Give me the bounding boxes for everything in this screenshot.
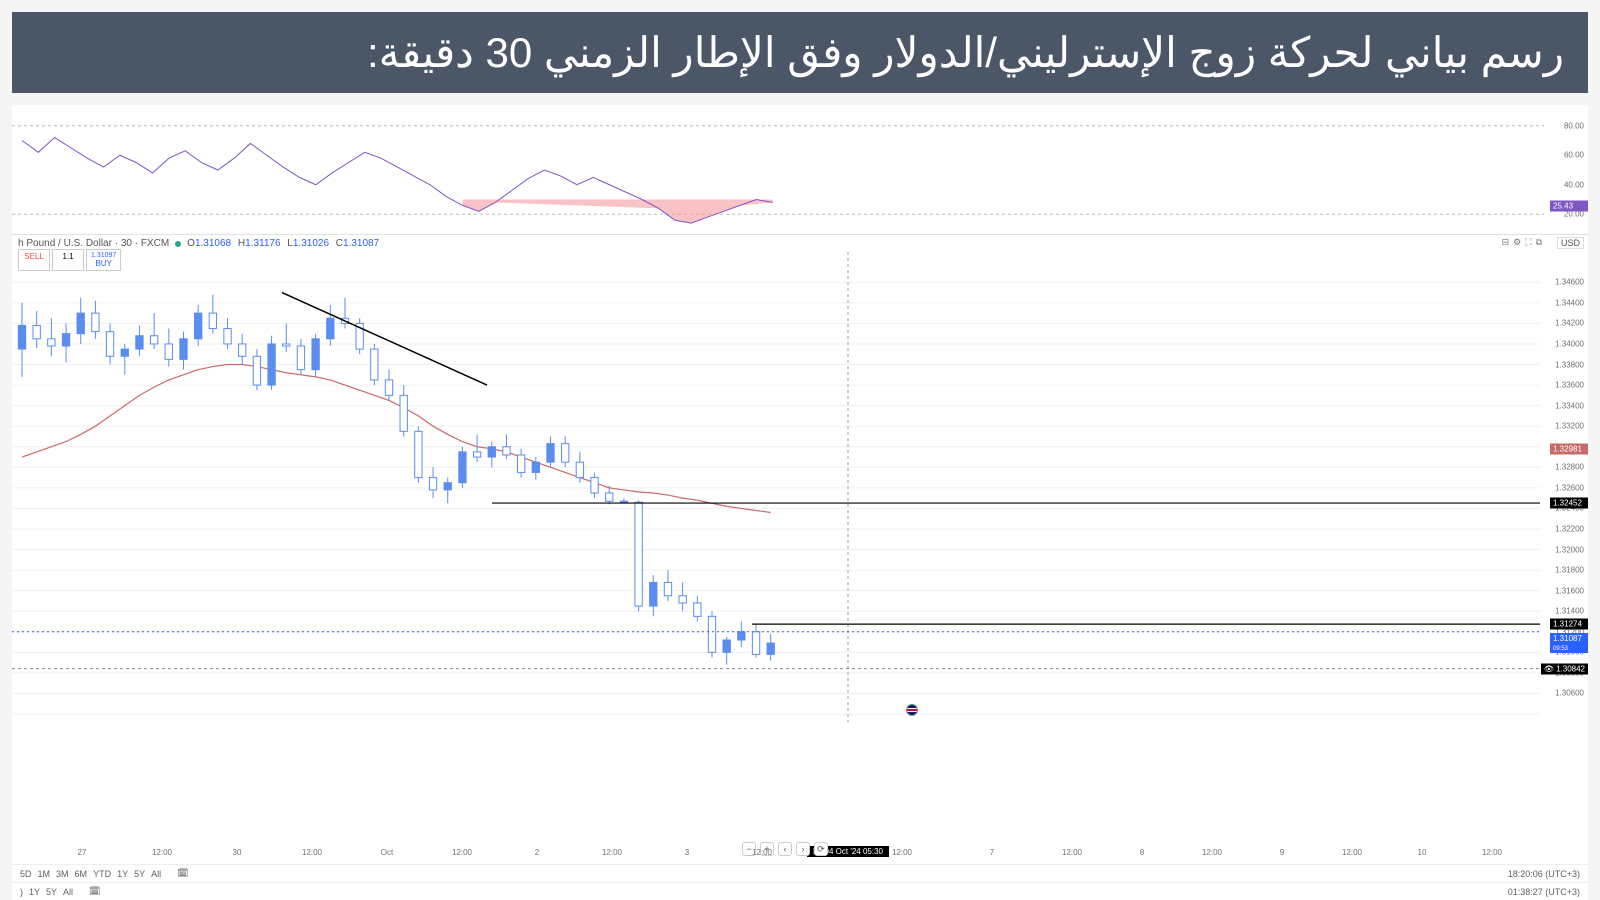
camera-icon[interactable]: ⧉ xyxy=(1536,237,1542,248)
rsi-current-tag: 25.43 xyxy=(1550,201,1588,212)
x-tick: 12:00 xyxy=(602,848,622,857)
x-tick: Oct xyxy=(381,848,393,857)
price-tag: 1.32452 xyxy=(1550,498,1588,509)
live-dot-icon xyxy=(175,241,181,247)
rsi-y-axis: 20.0040.0060.0080.0025.43 xyxy=(1544,105,1588,234)
currency-selector[interactable]: USD xyxy=(1557,237,1584,249)
timeframe-1M[interactable]: 1M xyxy=(38,869,51,879)
timeframe-YTD[interactable]: YTD xyxy=(93,869,111,879)
time-x-axis: Fri 04 Oct '24 05:30 −+‹›⟳ 2712:003012:0… xyxy=(12,848,1588,864)
x-tick: 12:00 xyxy=(752,848,772,857)
rsi-panel: 20.0040.0060.0080.0025.43 xyxy=(12,105,1588,235)
timeframe-All[interactable]: All xyxy=(63,887,73,897)
timeframe-)[interactable]: ) xyxy=(20,887,23,897)
timeframe-bar-2: ) 1Y 5Y All 🗓 01:38:27 (UTC+3) xyxy=(12,882,1588,900)
x-tick: 10 xyxy=(1418,848,1427,857)
rsi-chart xyxy=(12,105,1544,235)
timeframe-bar-1: 5D 1M 3M 6M YTD 1Y 5Y All 🗓 18:20:06 (UTC+3) xyxy=(12,864,1588,882)
clock-1: 18:20:06 (UTC+3) xyxy=(1508,869,1580,879)
timeframe-6M[interactable]: 6M xyxy=(75,869,88,879)
x-tick: 30 xyxy=(233,848,242,857)
price-tag: 1.31274 xyxy=(1550,619,1588,630)
price-chart-panel[interactable]: h Pound / U.S. Dollar · 30 · FXCM O1.310… xyxy=(12,235,1588,864)
chart-top-controls: ⊟ ⚙ ⛶ ⧉ xyxy=(1502,237,1542,248)
news-flag-icon[interactable] xyxy=(906,704,918,716)
x-tick: 12:00 xyxy=(152,848,172,857)
timeframe-5Y[interactable]: 5Y xyxy=(46,887,57,897)
x-tick: 12:00 xyxy=(1342,848,1362,857)
zoom-btn[interactable]: ⟳ xyxy=(814,842,828,856)
layout-icon[interactable]: ⊟ xyxy=(1502,237,1510,248)
timeframe-1Y[interactable]: 1Y xyxy=(29,887,40,897)
fullscreen-icon[interactable]: ⛶ xyxy=(1525,237,1531,248)
price-tag: 1.32981 xyxy=(1550,443,1588,454)
x-tick: 8 xyxy=(1140,848,1144,857)
price-tag: 1.3108709:53 xyxy=(1550,633,1588,653)
x-tick: 12:00 xyxy=(452,848,472,857)
timeframe-1Y[interactable]: 1Y xyxy=(117,869,128,879)
x-tick: 12:00 xyxy=(302,848,322,857)
x-tick: 7 xyxy=(990,848,994,857)
ohlc-readout: O1.31068 H1.31176 L1.31026 C1.31087 xyxy=(187,238,383,249)
timeframe-5D[interactable]: 5D xyxy=(20,869,32,879)
clock-2: 01:38:27 (UTC+3) xyxy=(1508,887,1580,897)
page-title: رسم بياني لحركة زوج الإسترليني/الدولار و… xyxy=(12,12,1588,93)
x-tick: 12:00 xyxy=(892,848,912,857)
candlestick-chart[interactable] xyxy=(12,252,1588,722)
x-tick: 2 xyxy=(535,848,539,857)
chart-header: h Pound / U.S. Dollar · 30 · FXCM O1.310… xyxy=(12,235,1588,252)
timeframe-All[interactable]: All xyxy=(151,869,161,879)
x-tick: 12:00 xyxy=(1482,848,1502,857)
timeframe-3M[interactable]: 3M xyxy=(56,869,69,879)
symbol-label: h Pound / U.S. Dollar · 30 · FXCM xyxy=(18,238,169,249)
zoom-btn[interactable]: ‹ xyxy=(778,842,792,856)
zoom-btn[interactable]: › xyxy=(796,842,810,856)
price-y-axis: 1.306001.308001.310001.312001.314001.316… xyxy=(1544,252,1588,848)
calendar-icon[interactable]: 🗓 xyxy=(89,886,100,897)
x-tick: 27 xyxy=(78,848,87,857)
x-tick: 9 xyxy=(1280,848,1284,857)
timeframe-5Y[interactable]: 5Y xyxy=(134,869,145,879)
x-tick: 3 xyxy=(685,848,689,857)
calendar-icon[interactable]: 🗓 xyxy=(177,868,188,879)
settings-icon[interactable]: ⚙ xyxy=(1513,237,1521,248)
x-tick: 12:00 xyxy=(1062,848,1082,857)
x-tick: 12:00 xyxy=(1202,848,1222,857)
